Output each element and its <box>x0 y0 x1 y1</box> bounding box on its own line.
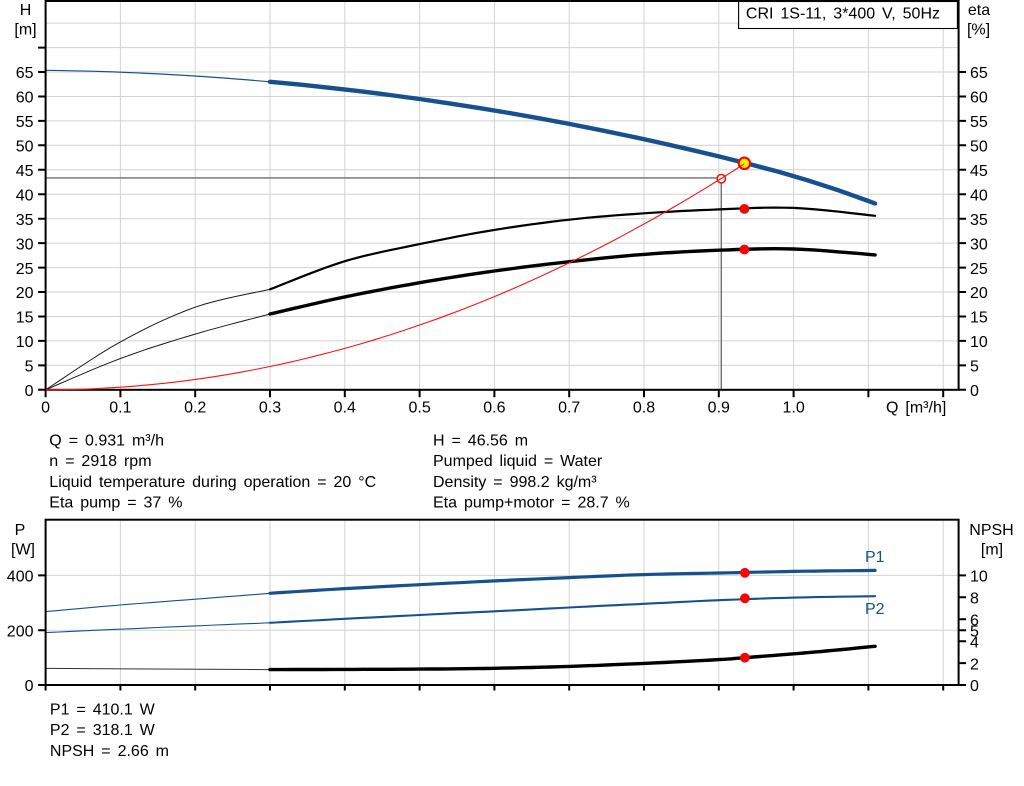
svg-text:20: 20 <box>16 285 34 302</box>
svg-text:0.9: 0.9 <box>708 400 730 417</box>
svg-text:0: 0 <box>970 383 979 400</box>
svg-text:n = 2918 rpm: n = 2918 rpm <box>49 453 151 470</box>
svg-text:0: 0 <box>41 400 50 417</box>
svg-text:0.1: 0.1 <box>109 400 131 417</box>
svg-text:0.5: 0.5 <box>408 400 430 417</box>
svg-text:10: 10 <box>16 334 34 351</box>
svg-text:15: 15 <box>16 310 34 327</box>
svg-text:Pumped liquid = Water: Pumped liquid = Water <box>433 453 603 470</box>
svg-text:0.7: 0.7 <box>558 400 580 417</box>
svg-text:[%]: [%] <box>967 22 990 39</box>
svg-text:15: 15 <box>970 310 988 327</box>
svg-text:60: 60 <box>16 90 34 107</box>
svg-text:55: 55 <box>970 114 988 131</box>
svg-text:45: 45 <box>16 163 34 180</box>
svg-text:10: 10 <box>970 334 988 351</box>
svg-text:10: 10 <box>970 569 988 586</box>
svg-text:45: 45 <box>970 163 988 180</box>
svg-text:60: 60 <box>970 90 988 107</box>
svg-text:40: 40 <box>16 187 34 204</box>
svg-text:Q [m³/h]: Q [m³/h] <box>886 400 946 417</box>
svg-text:[m]: [m] <box>14 22 36 39</box>
svg-text:NPSH: NPSH <box>969 522 1013 539</box>
svg-text:55: 55 <box>16 114 34 131</box>
svg-text:0: 0 <box>25 678 34 695</box>
svg-text:50: 50 <box>16 139 34 156</box>
svg-text:65: 65 <box>16 65 34 82</box>
svg-text:20: 20 <box>970 285 988 302</box>
svg-text:P2: P2 <box>865 601 885 618</box>
svg-text:H: H <box>20 2 32 19</box>
svg-text:5: 5 <box>970 623 979 640</box>
svg-text:4: 4 <box>970 634 979 651</box>
svg-text:5: 5 <box>25 359 34 376</box>
svg-text:0: 0 <box>25 383 34 400</box>
svg-text:0: 0 <box>970 678 979 695</box>
svg-text:30: 30 <box>970 236 988 253</box>
svg-text:P1 = 410.1 W: P1 = 410.1 W <box>50 701 156 718</box>
svg-text:5: 5 <box>970 359 979 376</box>
svg-text:8: 8 <box>970 591 979 608</box>
svg-text:P1: P1 <box>865 549 885 566</box>
svg-text:25: 25 <box>16 261 34 278</box>
svg-text:30: 30 <box>16 236 34 253</box>
svg-text:35: 35 <box>970 212 988 229</box>
svg-text:0.3: 0.3 <box>259 400 281 417</box>
svg-text:50: 50 <box>970 139 988 156</box>
svg-text:0.4: 0.4 <box>334 400 356 417</box>
svg-text:Eta pump+motor = 28.7 %: Eta pump+motor = 28.7 % <box>433 495 630 512</box>
svg-text:0.8: 0.8 <box>633 400 655 417</box>
svg-text:CRI 1S-11, 3*400 V, 50Hz: CRI 1S-11, 3*400 V, 50Hz <box>746 5 940 22</box>
svg-text:1.0: 1.0 <box>782 400 804 417</box>
svg-text:Q = 0.931 m³/h: Q = 0.931 m³/h <box>49 432 164 449</box>
svg-text:Eta pump = 37 %: Eta pump = 37 % <box>49 495 182 512</box>
svg-text:NPSH = 2.66 m: NPSH = 2.66 m <box>50 743 169 760</box>
svg-text:P2 = 318.1 W: P2 = 318.1 W <box>50 722 156 739</box>
svg-text:P: P <box>15 522 26 539</box>
svg-text:[m]: [m] <box>981 541 1003 558</box>
svg-text:40: 40 <box>970 187 988 204</box>
svg-text:400: 400 <box>7 569 34 586</box>
svg-text:[W]: [W] <box>11 541 35 558</box>
svg-text:eta: eta <box>968 2 990 19</box>
svg-text:2: 2 <box>970 656 979 673</box>
svg-text:Density = 998.2 kg/m³: Density = 998.2 kg/m³ <box>433 474 597 491</box>
svg-text:65: 65 <box>970 65 988 82</box>
svg-text:Liquid temperature during oper: Liquid temperature during operation = 20… <box>49 474 376 491</box>
svg-text:200: 200 <box>7 623 34 640</box>
svg-text:0.2: 0.2 <box>184 400 206 417</box>
svg-text:H = 46.56 m: H = 46.56 m <box>433 432 528 449</box>
svg-text:35: 35 <box>16 212 34 229</box>
svg-text:6: 6 <box>970 612 979 629</box>
svg-text:0.6: 0.6 <box>483 400 505 417</box>
svg-text:25: 25 <box>970 261 988 278</box>
